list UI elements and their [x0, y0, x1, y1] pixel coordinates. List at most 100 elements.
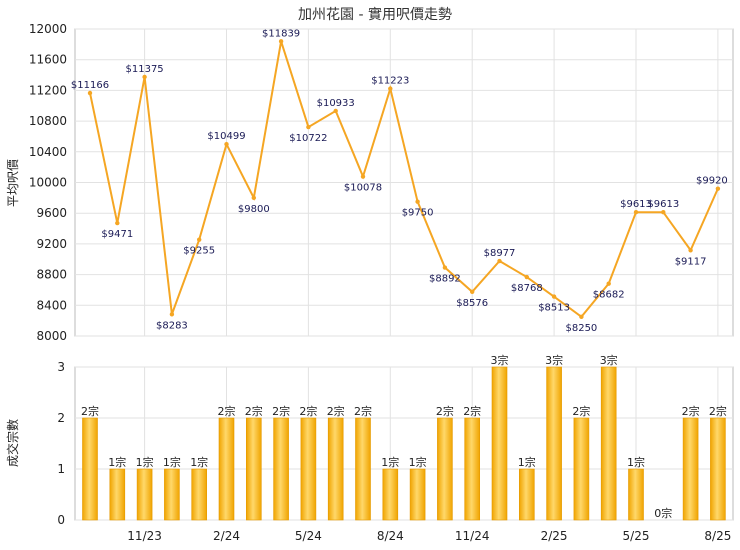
bar: [464, 417, 481, 521]
chart-title: 加州花園 - 實用呎價走勢: [298, 6, 452, 23]
price-data-label: $8977: [484, 248, 516, 259]
top-y-tick-label: 8400: [36, 298, 67, 312]
bar: [109, 468, 126, 521]
bar-data-label: 1宗: [108, 455, 126, 469]
bar-data-label: 3宗: [491, 353, 509, 367]
x-tick-label: 2/24: [213, 529, 240, 543]
price-data-label: $10078: [344, 183, 382, 194]
bar: [682, 417, 699, 521]
bar-data-label: 2宗: [436, 404, 454, 418]
price-line: [89, 41, 719, 319]
price-point: [470, 289, 475, 294]
bar: [600, 366, 617, 521]
bar-data-label: 3宗: [600, 353, 618, 367]
bar-data-label: 2宗: [245, 404, 263, 418]
bar: [518, 468, 535, 521]
price-point: [142, 74, 147, 80]
bar-data-label: 0宗: [654, 506, 672, 520]
price-data-label: $8513: [538, 303, 570, 314]
top-y-tick-label: 9600: [36, 206, 67, 220]
bar: [437, 417, 453, 521]
price-point: [115, 220, 120, 226]
price-point: [224, 142, 229, 147]
transaction-bars: 2宗 1宗 1宗 1宗 1宗 2宗 2宗 2宗 2宗 2宗 2宗 1宗 1宗 2宗 2宗 3宗 1宗 3宗 2宗 3宗…: [81, 353, 727, 521]
x-tick-label: 2/25: [541, 529, 568, 543]
price-point: [715, 186, 721, 191]
bar-data-label: 2宗: [463, 404, 481, 418]
bar-data-label: 1宗: [190, 455, 208, 469]
bar: [546, 366, 562, 521]
x-tick-label: 5/25: [623, 529, 650, 543]
price-point: [415, 199, 420, 204]
price-point: [360, 174, 366, 179]
bar-data-label: 2宗: [682, 404, 700, 418]
bar-data-label: 2宗: [572, 404, 590, 418]
price-data-label: $8250: [565, 323, 597, 334]
price-data-label: $9800: [238, 204, 270, 215]
price-data-label: $9255: [183, 246, 215, 257]
bar-data-label: 2宗: [354, 404, 372, 418]
price-line-series: $11166 $9471 $11375 $8283 $9255 $10499 $9800 $1…: [71, 28, 728, 333]
bar: [327, 417, 344, 521]
bar: [191, 468, 207, 521]
top-y-tick-label: 10800: [29, 114, 67, 128]
price-data-label: $10499: [207, 131, 245, 142]
price-data-label: $9920: [696, 176, 728, 187]
bar: [218, 417, 235, 521]
price-point: [579, 314, 584, 320]
bar-data-label: 1宗: [136, 455, 154, 469]
price-data-label: $9750: [402, 208, 434, 219]
bottom-y-tick-label: 1: [57, 462, 65, 476]
bar: [710, 417, 726, 521]
bar: [628, 468, 644, 521]
x-tick-label: 5/24: [295, 529, 322, 543]
top-y-tick-label: 10400: [29, 145, 67, 159]
bar: [300, 417, 317, 521]
top-y-tick-label: 9200: [36, 237, 67, 251]
price-data-label: $8576: [456, 298, 488, 309]
bar-data-label: 2宗: [81, 404, 99, 418]
price-data-label: $11166: [71, 80, 109, 91]
price-point: [278, 39, 284, 44]
bar-data-label: 2宗: [272, 404, 290, 418]
price-data-label: $11223: [371, 76, 409, 87]
bar-data-label: 2宗: [299, 404, 317, 418]
price-point: [606, 281, 611, 286]
price-data-label: $8283: [156, 320, 188, 331]
top-y-tick-label: 8000: [36, 329, 67, 343]
top-y-tick-label: 8800: [36, 268, 67, 282]
bottom-y-axis-label: 成交宗數: [5, 419, 20, 467]
price-data-label: $11839: [262, 28, 300, 39]
bar-data-label: 1宗: [627, 455, 645, 469]
x-tick-label: 8/25: [704, 529, 731, 543]
bar: [82, 417, 98, 521]
price-data-label: $8768: [511, 283, 543, 294]
bottom-y-tick-label: 2: [57, 411, 65, 425]
price-point: [388, 86, 393, 91]
bar: [382, 468, 399, 521]
price-point: [251, 195, 256, 201]
bar-data-label: 2宗: [327, 404, 345, 418]
price-point: [633, 210, 639, 215]
price-data-label: $10722: [289, 133, 327, 144]
price-data-label: $9117: [675, 256, 707, 267]
price-point: [551, 294, 557, 299]
price-data-label: $9471: [101, 229, 133, 240]
price-point: [87, 90, 93, 96]
bottom-y-tick-label: 3: [57, 360, 65, 374]
price-point: [306, 124, 311, 130]
price-point: [524, 274, 529, 280]
bar: [491, 366, 508, 521]
bar-data-label: 2宗: [709, 404, 727, 418]
chart-axes: 8000 8400 8800 9200 9600 10000 10400 10800 11200…: [29, 22, 732, 543]
bar: [355, 417, 371, 521]
top-y-tick-label: 11200: [29, 83, 67, 97]
top-y-tick-label: 10000: [29, 176, 67, 190]
price-data-label: $10933: [317, 98, 355, 109]
price-data-label: $8682: [593, 290, 625, 301]
price-point: [333, 108, 338, 114]
price-point: [197, 237, 202, 242]
bar-data-label: 1宗: [163, 455, 181, 469]
bar: [246, 417, 262, 521]
